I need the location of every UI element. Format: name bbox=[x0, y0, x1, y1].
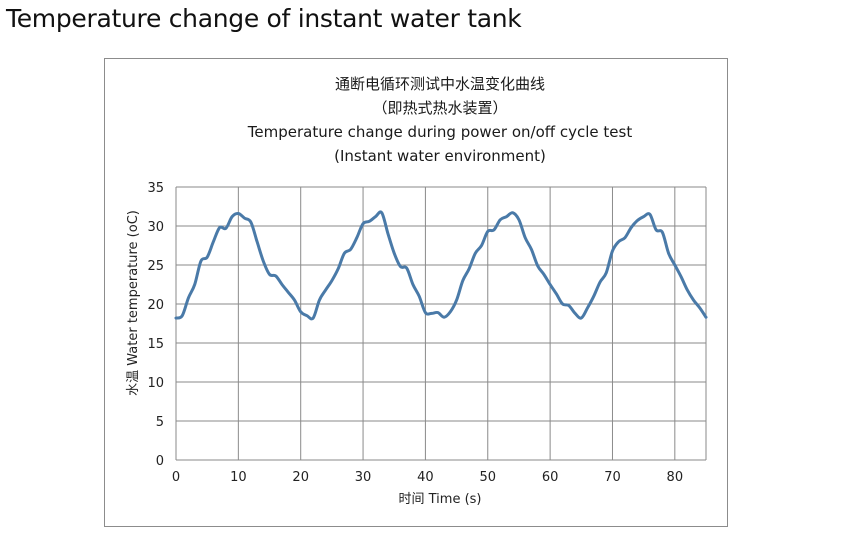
y-tick-label-6: 30 bbox=[147, 220, 164, 235]
x-tick-label-5: 50 bbox=[479, 470, 496, 485]
x-axis-ticks: 0 10 20 30 40 50 60 70 80 bbox=[172, 470, 683, 485]
y-tick-label-5: 25 bbox=[147, 259, 164, 274]
y-tick-label-2: 10 bbox=[147, 376, 164, 391]
page-title: Temperature change of instant water tank bbox=[6, 4, 522, 33]
chart-title-en: Temperature change during power on/off c… bbox=[247, 123, 633, 141]
x-tick-label-7: 70 bbox=[604, 470, 621, 485]
y-axis-ticks: 0 5 10 15 20 25 30 35 bbox=[147, 181, 164, 469]
chart-title-cn: 通断电循环测试中水温变化曲线 bbox=[335, 75, 545, 93]
chart-subtitle-cn: （即热式热水装置） bbox=[372, 99, 507, 117]
x-tick-label-8: 80 bbox=[667, 470, 684, 485]
y-tick-label-0: 0 bbox=[156, 454, 164, 469]
y-tick-label-1: 5 bbox=[156, 415, 164, 430]
x-tick-label-2: 20 bbox=[292, 470, 309, 485]
chart-frame: 通断电循环测试中水温变化曲线 （即热式热水装置） Temperature cha… bbox=[104, 58, 728, 527]
series-line-0 bbox=[174, 210, 708, 321]
y-tick-label-4: 20 bbox=[147, 298, 164, 313]
y-axis-label: 水温 Water temperature (oC) bbox=[126, 210, 141, 396]
y-tick-label-7: 35 bbox=[147, 181, 164, 196]
series-group bbox=[174, 210, 708, 321]
chart-subtitle-en: (Instant water environment) bbox=[334, 147, 546, 165]
x-tick-label-6: 60 bbox=[542, 470, 559, 485]
chart-title: 通断电循环测试中水温变化曲线 （即热式热水装置） Temperature cha… bbox=[247, 75, 633, 165]
chart-grid bbox=[175, 186, 707, 461]
x-tick-label-4: 40 bbox=[417, 470, 434, 485]
x-axis-label: 时间 Time (s) bbox=[399, 492, 482, 507]
line-chart: 通断电循环测试中水温变化曲线 （即热式热水装置） Temperature cha… bbox=[126, 75, 708, 507]
x-tick-label-0: 0 bbox=[172, 470, 180, 485]
y-tick-label-3: 15 bbox=[147, 337, 164, 352]
x-tick-label-3: 30 bbox=[355, 470, 372, 485]
x-tick-label-1: 10 bbox=[230, 470, 247, 485]
